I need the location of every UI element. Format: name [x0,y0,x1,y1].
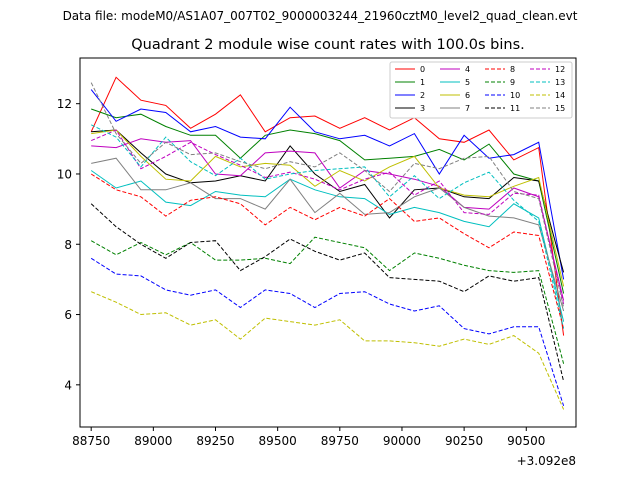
x-offset-label: +3.092e8 [517,454,576,468]
y-tick-label-4: 4 [64,378,72,392]
x-tick-label-89250: 89250 [196,434,234,448]
series-line-6 [91,129,565,287]
series-line-0 [90,76,565,336]
series-line-11 [90,203,565,382]
axes-frame [79,57,577,428]
x-tick-label-90250: 90250 [445,434,483,448]
y-tick-label-10: 10 [57,167,72,181]
x-tick-label-89500: 89500 [259,434,297,448]
y-tick-label-6: 6 [64,308,72,322]
legend-label-0: 0 [420,65,425,74]
legend-label-7: 7 [465,104,470,113]
chart-title: Quadrant 2 module wise count rates with … [131,37,525,53]
series-line-2 [90,89,565,280]
x-tick-label-89750: 89750 [321,434,359,448]
series-line-10 [90,257,565,407]
y-tick-label-12: 12 [57,97,72,111]
data-file-header: Data file: modeM0/AS1A07_007T02_90000032… [63,9,578,23]
legend-label-2: 2 [420,91,425,100]
legend-label-3: 3 [420,104,425,113]
legend-label-15: 15 [555,104,565,113]
y-tick-label-8: 8 [64,238,72,252]
legend-label-12: 12 [555,65,565,74]
x-tick-label-90000: 90000 [383,434,421,448]
series-line-13 [90,124,565,329]
legend-label-4: 4 [465,65,470,74]
legend-label-6: 6 [465,91,470,100]
series-line-15 [90,82,565,308]
legend-label-9: 9 [510,78,515,87]
series-line-12 [91,129,565,305]
legend-label-11: 11 [510,104,520,113]
legend-label-5: 5 [465,78,470,87]
series-line-9 [90,236,565,364]
series-line-3 [91,129,565,273]
series-line-1 [91,108,565,294]
legend-label-13: 13 [555,78,565,87]
plot-area: 88750 89000 89250 89500 89750 90000 90250 90500… [57,57,577,468]
legend-label-8: 8 [510,65,515,74]
series-line-4 [91,138,565,301]
x-tick-label-89000: 89000 [134,434,172,448]
x-tick-label-88750: 88750 [72,434,110,448]
legend-label-14: 14 [555,91,565,100]
legend-label-1: 1 [420,78,425,87]
series-line-5 [90,170,565,322]
series-line-7 [91,157,565,312]
x-tick-label-90500: 90500 [507,434,545,448]
series-line-14 [91,291,565,410]
series-line-8 [90,173,565,329]
legend-box [389,61,573,119]
legend-label-10: 10 [510,91,520,100]
